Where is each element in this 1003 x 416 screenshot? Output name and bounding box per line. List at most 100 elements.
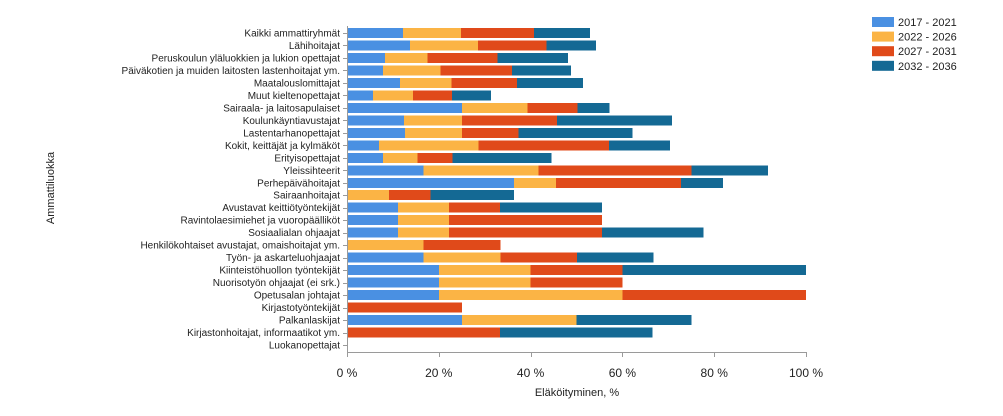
category-label-9: Lastentarhanopettajat xyxy=(243,128,340,139)
bar-segment-row-22-series-2 xyxy=(438,290,623,301)
bar-segment-row-14-series-2 xyxy=(347,190,389,201)
category-label-5: Maatalouslomittajat xyxy=(254,78,340,89)
bar-segment-row-19-series-2 xyxy=(423,252,501,263)
category-label-16: Ravintolaesimiehet ja vuoropäälliköt xyxy=(180,216,340,227)
bar-segment-row-6-series-3 xyxy=(413,90,453,101)
bar-segment-row-8-series-2 xyxy=(403,115,462,126)
bar-segment-row-24-series-2 xyxy=(461,315,577,326)
category-label-24: Palkanlaskijat xyxy=(279,316,340,327)
category-label-2: Lähihoitajat xyxy=(289,41,340,52)
x-tick-label-1: 0 % xyxy=(337,366,358,380)
bar-segment-row-8-series-4 xyxy=(556,115,672,126)
legend: 2017 - 2021 2022 - 2026 2027 - 2031 2032 - … xyxy=(872,17,957,73)
bar-segment-row-6-series-1 xyxy=(347,90,374,101)
bar-segment-row-20-series-4 xyxy=(622,265,806,276)
legend-swatch-4 xyxy=(872,60,894,71)
x-tick-label-5: 80 % xyxy=(701,366,729,380)
x-axis-title: Eläköityminen, % xyxy=(535,387,620,399)
bar-segment-row-4-series-4 xyxy=(511,65,571,76)
bar-segment-row-14-series-3 xyxy=(388,190,431,201)
bar-segment-row-12-series-1 xyxy=(347,165,424,176)
bar-segment-row-25-series-3 xyxy=(347,327,500,338)
bar-segment-row-20-series-2 xyxy=(438,265,531,276)
bar-segment-row-21-series-2 xyxy=(438,277,531,288)
bar-segment-row-18-series-3 xyxy=(423,240,501,251)
bar-segment-row-5-series-3 xyxy=(451,77,517,88)
bar-segment-row-11-series-4 xyxy=(452,152,552,163)
bar-segment-row-6-series-2 xyxy=(373,90,414,101)
bar-segment-row-16-series-1 xyxy=(347,215,398,226)
bar-segment-row-16-series-2 xyxy=(397,215,449,226)
category-label-11: Erityisopettajat xyxy=(274,153,340,164)
legend-label-2: 2022 - 2026 xyxy=(898,32,957,44)
bar-segment-row-15-series-1 xyxy=(347,202,398,213)
bar-segment-row-16-series-3 xyxy=(448,215,602,226)
bar-segment-row-17-series-3 xyxy=(448,227,602,238)
bar-segment-row-1-series-3 xyxy=(460,28,534,38)
bar-segment-row-13-series-2 xyxy=(514,177,556,188)
bar-segment-row-8-series-1 xyxy=(347,115,404,126)
legend-label-4: 2032 - 2036 xyxy=(898,61,957,73)
bar-segment-row-5-series-1 xyxy=(347,77,400,88)
x-tick-label-3: 40 % xyxy=(517,366,545,380)
x-tick-label-2: 20 % xyxy=(425,366,453,380)
category-label-4: Päiväkotien ja muiden laitosten lastenho… xyxy=(122,66,340,77)
x-tick-label-6: 100 % xyxy=(789,366,823,380)
legend-label-1: 2017 - 2021 xyxy=(898,17,957,29)
category-label-10: Kokit, keittäjät ja kylmäköt xyxy=(225,141,340,152)
category-label-13: Perhepäivähoitajat xyxy=(257,178,340,189)
legend-label-3: 2027 - 2031 xyxy=(898,46,957,58)
bar-segment-row-11-series-2 xyxy=(382,152,418,163)
bar-segment-row-2-series-3 xyxy=(477,40,547,51)
bar-segment-row-7-series-3 xyxy=(527,102,578,113)
bar-segment-row-22-series-3 xyxy=(622,290,806,301)
bar-segment-row-15-series-3 xyxy=(448,202,500,213)
bar-segment-row-4-series-3 xyxy=(440,65,512,76)
bar-segments xyxy=(347,28,806,338)
bar-segment-row-17-series-1 xyxy=(347,227,398,238)
bar-segment-row-14-series-4 xyxy=(430,190,515,201)
category-label-17: Sosiaalialan ohjaajat xyxy=(248,228,340,239)
bar-segment-row-7-series-2 xyxy=(462,102,528,113)
bar-segment-row-21-series-1 xyxy=(347,277,439,288)
legend-swatch-2 xyxy=(872,31,894,42)
axes xyxy=(343,26,807,353)
bar-segment-row-5-series-4 xyxy=(516,77,583,88)
bar-segment-row-4-series-2 xyxy=(382,65,441,76)
category-label-6: Muut kieltenopettajat xyxy=(248,91,341,102)
bar-segment-row-6-series-4 xyxy=(452,90,492,101)
x-tick-label-4: 60 % xyxy=(609,366,637,380)
y-axis-title: Ammattiluokka xyxy=(45,151,57,224)
bar-segment-row-15-series-2 xyxy=(397,202,449,213)
bar-segment-row-20-series-1 xyxy=(347,265,439,276)
bar-segment-row-11-series-3 xyxy=(417,152,453,163)
bar-segment-row-15-series-4 xyxy=(499,202,602,213)
category-label-26: Luokanopettajat xyxy=(269,341,340,352)
category-label-20: Kiinteistöhuollon työntekijät xyxy=(219,266,340,277)
bar-segment-row-3-series-1 xyxy=(347,52,386,63)
bar-segment-row-19-series-4 xyxy=(576,252,654,263)
bar-segment-row-3-series-2 xyxy=(385,52,428,63)
bar-segment-row-5-series-2 xyxy=(399,77,452,88)
bar-segment-row-22-series-1 xyxy=(347,290,439,301)
bar-segment-row-18-series-2 xyxy=(347,240,424,251)
bar-segment-row-3-series-3 xyxy=(427,52,498,63)
bar-segment-row-9-series-2 xyxy=(404,127,462,138)
bar-segment-row-17-series-2 xyxy=(397,227,449,238)
bar-segment-row-3-series-4 xyxy=(497,52,568,63)
bar-segment-row-4-series-1 xyxy=(347,65,383,76)
x-axis-ticks: 0 % 20 % 40 % 60 % 80 % 100 % xyxy=(337,352,823,380)
bar-segment-row-10-series-2 xyxy=(379,140,479,151)
bar-segment-row-9-series-4 xyxy=(518,127,633,138)
bar-segment-row-24-series-4 xyxy=(576,315,692,326)
bar-segment-row-1-series-1 xyxy=(347,28,403,38)
bar-segment-row-7-series-4 xyxy=(577,102,610,113)
bar-segment-row-23-series-3 xyxy=(347,302,462,313)
bar-segment-row-13-series-1 xyxy=(347,177,515,188)
bar-segment-row-11-series-1 xyxy=(347,152,383,163)
bar-segment-row-12-series-2 xyxy=(423,165,539,176)
category-label-19: Työn- ja askarteluohjaajat xyxy=(226,253,340,264)
legend-swatch-1 xyxy=(872,17,894,27)
category-label-18: Henkilökohtaiset avustajat, omaishoitaja… xyxy=(140,241,340,252)
